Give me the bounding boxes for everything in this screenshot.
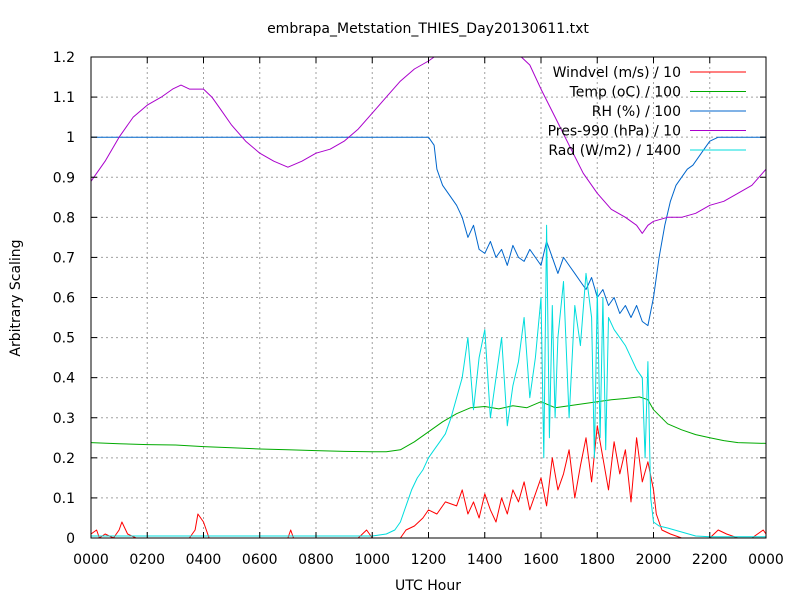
x-tick-label: 0000 <box>73 552 109 568</box>
y-tick-label: 0.8 <box>53 210 75 226</box>
series-line-3 <box>90 56 767 234</box>
y-tick-label: 0.3 <box>53 411 75 427</box>
y-tick-label: 0.5 <box>53 331 75 347</box>
y-tick-label: 0.7 <box>53 250 75 266</box>
series-line-1 <box>90 396 767 453</box>
series-line-0 <box>90 425 767 539</box>
x-tick-label: 0000 <box>748 552 784 568</box>
legend-label: Rad (W/m2) / 1400 <box>548 143 681 159</box>
y-tick-label: 1.2 <box>53 50 75 66</box>
legend: Windvel (m/s) / 10 Temp (oC) / 100 RH (%) … <box>548 65 746 159</box>
series-line-2 <box>91 136 766 327</box>
x-tick-label: 1200 <box>411 552 447 568</box>
x-tick-label: 1400 <box>467 552 503 568</box>
x-tick-label: 0200 <box>129 552 165 568</box>
x-tick-label: 1600 <box>523 552 559 568</box>
legend-label: RH (%) / 100 <box>592 104 681 120</box>
x-tick-label: 0600 <box>242 552 278 568</box>
x-tick-label: 1000 <box>354 552 390 568</box>
y-tick-label: 0.9 <box>53 170 75 186</box>
y-tick-label: 0.1 <box>53 491 75 507</box>
y-tick-label: 0.4 <box>53 371 75 387</box>
series-line-4 <box>91 224 766 538</box>
y-tick-label: 0.2 <box>53 451 75 467</box>
y-tick-label: 1 <box>66 130 75 146</box>
y-axis-label: Arbitrary Scaling <box>8 239 24 356</box>
x-tick-label: 1800 <box>579 552 615 568</box>
x-tick-label: 2200 <box>692 552 728 568</box>
y-tick-label: 0 <box>66 531 75 547</box>
axis-ticks: 0000 0200 0400 0600 0800 1000 1200 1400 1600 1800… <box>53 50 784 568</box>
y-tick-label: 0.6 <box>53 291 75 307</box>
y-tick-label: 1.1 <box>53 90 75 106</box>
x-tick-label: 2000 <box>636 552 672 568</box>
x-tick-label: 0800 <box>298 552 334 568</box>
legend-label: Temp (oC) / 100 <box>569 85 681 101</box>
legend-label: Windvel (m/s) / 10 <box>553 65 681 81</box>
series-layer <box>90 56 767 539</box>
chart-title: embrapa_Metstation_THIES_Day20130611.txt <box>267 21 589 37</box>
legend-label: Pres-990 (hPa) / 10 <box>548 124 681 140</box>
x-tick-label: 0400 <box>186 552 222 568</box>
x-axis-label: UTC Hour <box>395 578 461 594</box>
